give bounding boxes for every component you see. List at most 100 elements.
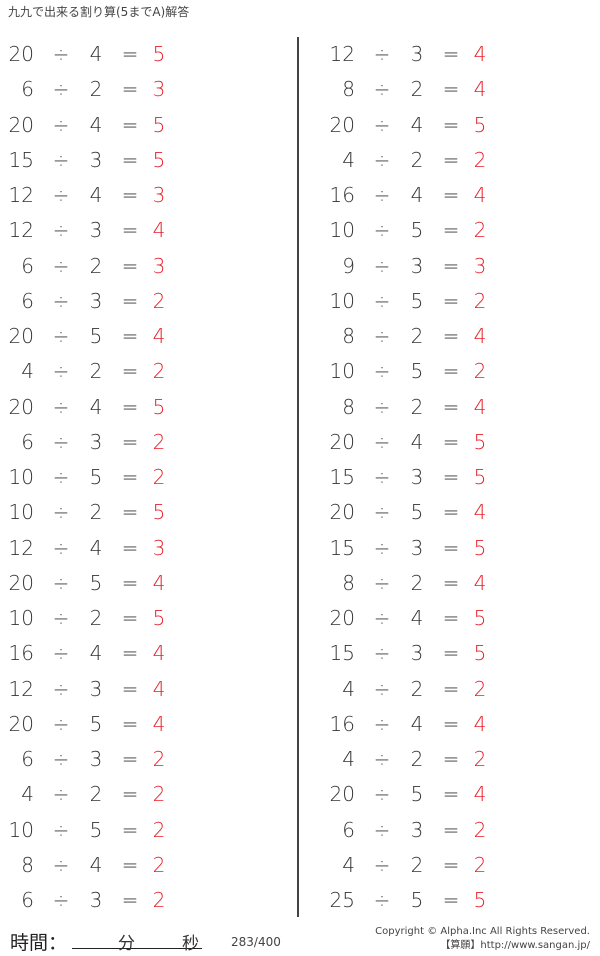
equals-sign: = (442, 676, 460, 701)
divisor: 3 (410, 465, 424, 489)
dividend: 16 (8, 641, 34, 666)
divisor: 2 (410, 77, 424, 102)
dividend: 10 (8, 465, 34, 489)
equals-sign: = (121, 465, 139, 489)
divisor: 4 (89, 535, 103, 560)
answer: 4 (473, 782, 487, 807)
dividend: 10 (329, 359, 355, 384)
answer: 3 (152, 253, 166, 278)
divisor: 5 (89, 570, 103, 595)
dividend: 20 (8, 711, 34, 736)
dividend: 20 (329, 429, 355, 454)
divide-sign: ÷ (52, 429, 70, 454)
answer: 2 (473, 147, 487, 172)
equals-sign: = (121, 324, 139, 348)
dividend: 4 (342, 747, 355, 771)
divisor: 4 (410, 429, 424, 454)
divide-sign: ÷ (52, 359, 70, 384)
answer: 3 (152, 77, 166, 102)
divisor: 4 (410, 183, 424, 207)
equals-sign: = (121, 817, 139, 842)
equals-sign: = (442, 747, 460, 771)
divisor: 3 (89, 676, 103, 701)
divisor: 2 (89, 253, 103, 278)
divide-sign: ÷ (373, 570, 391, 595)
divide-sign: ÷ (373, 183, 391, 207)
dividend: 20 (8, 570, 34, 595)
divide-sign: ÷ (373, 359, 391, 384)
copyright-text: Copyright © Alpha.Inc All Rights Reserve… (375, 926, 590, 937)
dividend: 9 (342, 253, 355, 278)
answer: 5 (152, 147, 166, 172)
equals-sign: = (121, 253, 139, 278)
divisor: 4 (89, 112, 103, 137)
equals-sign: = (442, 817, 460, 842)
answer: 2 (473, 359, 487, 384)
divisor: 4 (89, 42, 103, 66)
divide-sign: ÷ (373, 606, 391, 630)
divide-sign: ÷ (52, 535, 70, 560)
dividend: 12 (8, 183, 34, 207)
divide-sign: ÷ (373, 782, 391, 807)
divide-sign: ÷ (373, 641, 391, 666)
divisor: 2 (410, 852, 424, 877)
divide-sign: ÷ (373, 288, 391, 313)
dividend: 20 (8, 42, 34, 66)
equals-sign: = (442, 570, 460, 595)
equals-sign: = (121, 535, 139, 560)
divisor: 3 (89, 147, 103, 172)
answer: 4 (152, 324, 166, 348)
divide-sign: ÷ (373, 218, 391, 243)
divide-sign: ÷ (373, 817, 391, 842)
dividend: 4 (21, 782, 34, 807)
answer: 5 (473, 606, 487, 630)
dividend: 16 (329, 183, 355, 207)
equals-sign: = (442, 852, 460, 877)
divisor: 5 (410, 359, 424, 384)
answer: 4 (473, 324, 487, 348)
divisor: 5 (89, 817, 103, 842)
dividend: 16 (329, 711, 355, 736)
equals-sign: = (121, 112, 139, 137)
equals-sign: = (121, 500, 139, 525)
equals-sign: = (442, 359, 460, 384)
equals-sign: = (121, 711, 139, 736)
divide-sign: ÷ (52, 288, 70, 313)
dividend: 10 (329, 218, 355, 243)
equals-sign: = (442, 324, 460, 348)
dividend: 20 (329, 500, 355, 525)
divisor: 2 (410, 394, 424, 419)
answer: 2 (152, 288, 166, 313)
answer: 3 (152, 535, 166, 560)
time-entry-line (72, 948, 202, 949)
answer: 5 (473, 429, 487, 454)
equals-sign: = (442, 500, 460, 525)
divide-sign: ÷ (52, 606, 70, 630)
divide-sign: ÷ (52, 852, 70, 877)
column-divider (297, 37, 299, 917)
divisor: 4 (410, 711, 424, 736)
equals-sign: = (442, 711, 460, 736)
divisor: 5 (410, 288, 424, 313)
dividend: 20 (8, 394, 34, 419)
equals-sign: = (442, 641, 460, 666)
divisor: 3 (89, 429, 103, 454)
divisor: 5 (89, 324, 103, 348)
dividend: 20 (329, 606, 355, 630)
divisor: 3 (410, 641, 424, 666)
equals-sign: = (442, 42, 460, 66)
dividend: 10 (8, 817, 34, 842)
divisor: 4 (89, 183, 103, 207)
divisor: 3 (89, 218, 103, 243)
dividend: 4 (342, 852, 355, 877)
answer: 2 (152, 747, 166, 771)
answer: 4 (473, 394, 487, 419)
dividend: 12 (8, 676, 34, 701)
answer: 2 (152, 852, 166, 877)
equals-sign: = (121, 429, 139, 454)
dividend: 15 (329, 641, 355, 666)
dividend: 6 (21, 288, 34, 313)
divisor: 2 (89, 500, 103, 525)
divide-sign: ÷ (373, 852, 391, 877)
equals-sign: = (442, 394, 460, 419)
